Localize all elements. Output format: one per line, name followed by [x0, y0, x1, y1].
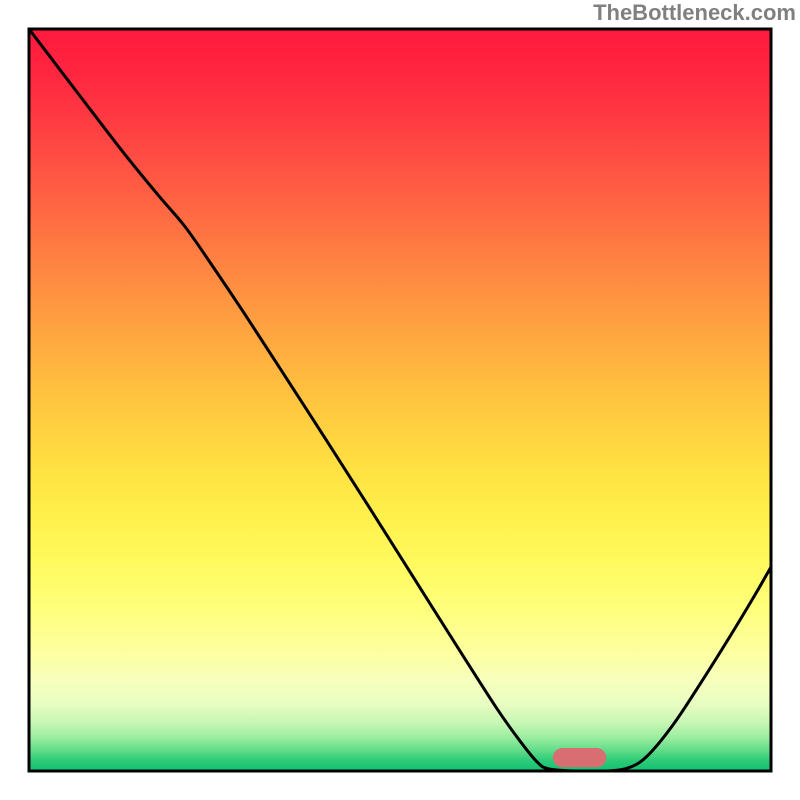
bottleneck-chart: [0, 0, 800, 800]
plot-background: [29, 29, 771, 771]
watermark-text: TheBottleneck.com: [593, 0, 796, 26]
chart-container: TheBottleneck.com: [0, 0, 800, 800]
optimal-marker: [553, 748, 606, 767]
